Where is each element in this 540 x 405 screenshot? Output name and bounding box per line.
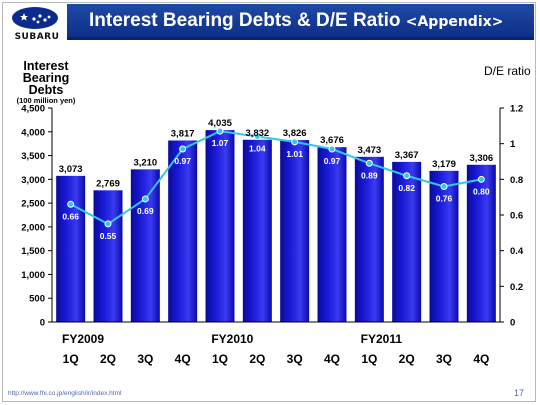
right-axis-title: D/E ratio xyxy=(484,64,531,78)
de-ratio-value-label: 0.82 xyxy=(398,183,415,193)
de-ratio-value-label: 0.55 xyxy=(100,231,117,241)
bar-value-label: 3,179 xyxy=(432,159,456,170)
bar-value-label: 3,473 xyxy=(357,145,381,156)
bar xyxy=(56,175,86,322)
bar xyxy=(429,170,459,322)
bar-value-label: 2,769 xyxy=(96,178,120,189)
bar-value-label: 3,832 xyxy=(245,128,269,139)
quarter-label: 4Q xyxy=(473,352,489,366)
quarter-label: 2Q xyxy=(399,352,415,366)
left-axis-tick-label: 3,000 xyxy=(21,175,45,186)
bar xyxy=(354,156,384,322)
left-axis-title-line1: Interest xyxy=(23,59,69,73)
quarter-label: 2Q xyxy=(249,352,265,366)
de-ratio-point xyxy=(403,172,411,180)
right-axis-tick-label: 1 xyxy=(510,139,516,150)
de-ratio-point xyxy=(141,195,149,203)
de-ratio-point xyxy=(365,159,373,167)
right-axis-tick-label: 0.8 xyxy=(510,175,523,186)
left-axis-tick-label: 4,000 xyxy=(21,127,45,138)
quarter-label: 3Q xyxy=(436,352,452,366)
left-axis-tick-label: 4,500 xyxy=(21,104,45,115)
de-ratio-value-label: 0.69 xyxy=(137,206,154,216)
page-title: Interest Bearing Debts & D/E Ratio <Appe… xyxy=(89,10,503,32)
de-ratio-point xyxy=(328,145,336,153)
slide-frame xyxy=(2,2,536,402)
de-ratio-value-label: 1.01 xyxy=(286,149,303,159)
left-axis-tick-label: 3,500 xyxy=(21,151,45,162)
left-axis-tick-label: 500 xyxy=(29,294,45,305)
left-axis-tick-label: 1,500 xyxy=(21,246,45,257)
left-axis-title: Interest Bearing Debts (100 million yen) xyxy=(6,60,86,105)
quarter-label: 2Q xyxy=(100,352,116,366)
bar xyxy=(205,130,235,322)
de-ratio-value-label: 0.89 xyxy=(361,170,378,180)
quarter-label: 1Q xyxy=(212,352,228,366)
de-ratio-value-label: 0.66 xyxy=(62,211,79,221)
de-ratio-point xyxy=(104,220,112,228)
left-axis-tick-label: 2,500 xyxy=(21,199,45,210)
left-axis-tick-label: 1,000 xyxy=(21,270,45,281)
de-ratio-line xyxy=(70,130,482,226)
bar xyxy=(280,140,310,322)
quarter-label: 3Q xyxy=(137,352,153,366)
bar-value-label: 3,826 xyxy=(283,128,307,139)
de-ratio-value-label: 0.97 xyxy=(174,156,191,166)
fiscal-year-label: FY2010 xyxy=(211,332,253,346)
bar xyxy=(466,164,496,322)
de-ratio-point xyxy=(67,200,75,208)
de-ratio-value-label: 0.80 xyxy=(473,186,490,196)
bar xyxy=(130,169,160,322)
stars-icon xyxy=(20,13,51,24)
de-ratio-point xyxy=(253,133,261,141)
de-ratio-point xyxy=(291,138,299,146)
bar-value-label: 3,817 xyxy=(171,128,195,139)
quarter-label: 1Q xyxy=(63,352,79,366)
left-axis-title-line2: Bearing Debts xyxy=(22,71,70,97)
quarter-label: 4Q xyxy=(324,352,340,366)
pleiades-emblem-icon xyxy=(12,7,58,29)
logo-text: SUBARU xyxy=(14,32,60,42)
de-ratio-point xyxy=(179,145,187,153)
right-axis-tick-label: 0.4 xyxy=(510,246,524,257)
bar-value-label: 3,367 xyxy=(395,150,419,161)
title-suffix: <Appendix> xyxy=(405,14,504,30)
quarter-label: 4Q xyxy=(175,352,191,366)
subaru-logo: SUBARU xyxy=(4,4,64,44)
left-axis-unit: (100 million yen) xyxy=(16,96,76,105)
de-ratio-value-label: 1.07 xyxy=(212,138,229,148)
de-ratio-value-label: 1.04 xyxy=(249,144,266,154)
bar xyxy=(317,147,347,322)
left-axis-tick-label: 2,000 xyxy=(21,222,45,233)
bar-value-label: 3,210 xyxy=(133,157,157,168)
right-axis-tick-label: 1.2 xyxy=(510,104,523,115)
page-number: 17 xyxy=(514,388,525,398)
bar xyxy=(93,190,123,322)
de-ratio-point xyxy=(477,175,485,183)
de-ratio-value-label: 0.76 xyxy=(436,193,453,203)
fiscal-year-label: FY2011 xyxy=(361,332,403,346)
right-axis-tick-label: 0.2 xyxy=(510,282,523,293)
bar xyxy=(392,161,422,322)
title-main: Interest Bearing Debts & D/E Ratio xyxy=(89,10,401,31)
right-axis-tick-label: 0 xyxy=(510,318,515,329)
de-ratio-value-label: 0.97 xyxy=(324,156,341,166)
title-bar: Interest Bearing Debts & D/E Ratio <Appe… xyxy=(67,4,534,40)
left-axis-tick-label: 0 xyxy=(40,318,45,329)
de-ratio-point xyxy=(216,127,224,135)
bar-value-label: 3,306 xyxy=(469,153,493,164)
bar-value-label: 3,676 xyxy=(320,135,344,146)
right-axis-tick-label: 0.6 xyxy=(510,211,523,222)
bar xyxy=(168,140,198,322)
bar-value-label: 3,073 xyxy=(59,164,83,175)
quarter-label: 1Q xyxy=(361,352,377,366)
quarter-label: 3Q xyxy=(287,352,303,366)
de-ratio-point xyxy=(440,182,448,190)
bar xyxy=(242,139,272,322)
footer-url[interactable]: http://www.fhi.co.jp/english/ir/index.ht… xyxy=(8,390,122,397)
bar-value-label: 4,035 xyxy=(208,118,232,129)
fiscal-year-label: FY2009 xyxy=(62,332,104,346)
